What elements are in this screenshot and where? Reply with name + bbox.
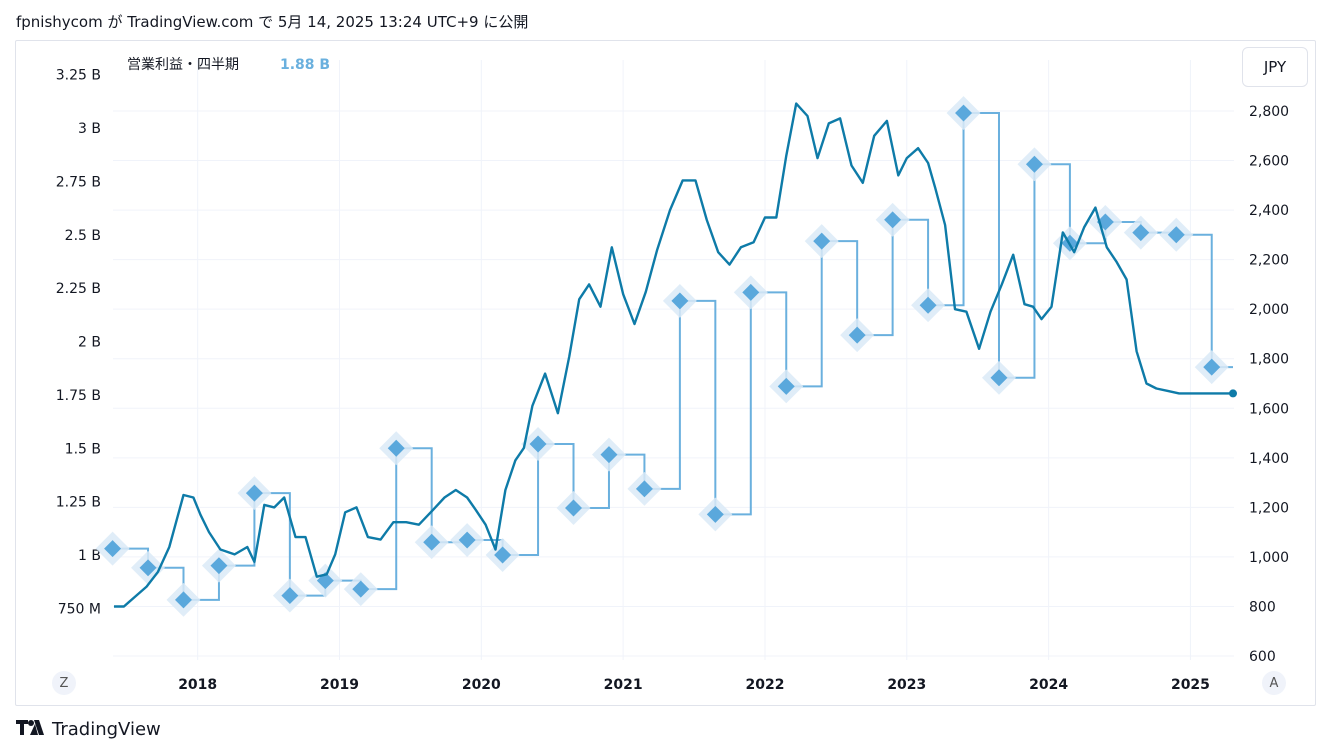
left-tick-label: 1.25 B xyxy=(56,495,101,511)
right-tick-label: 1,600 xyxy=(1249,401,1289,417)
earnings-marker xyxy=(450,523,485,558)
earnings-marker xyxy=(946,96,981,131)
left-tick-label: 750 M xyxy=(58,601,101,617)
x-tick-label: 2022 xyxy=(745,677,784,693)
x-tick-label: 2021 xyxy=(604,677,643,693)
zoom-button[interactable]: Z xyxy=(52,671,76,695)
left-tick-label: 1.75 B xyxy=(56,388,101,404)
right-axis: 600 800 1,000 1,200 1,400 1,600 1,800 2,000 2,20… xyxy=(1249,104,1289,665)
left-tick-label: 2.75 B xyxy=(56,174,101,190)
x-tick-label: 2025 xyxy=(1171,677,1210,693)
brand-name[interactable]: TradingView xyxy=(52,719,161,740)
right-tick-label: 2,400 xyxy=(1249,203,1289,219)
right-tick-label: 2,000 xyxy=(1249,302,1289,318)
earnings-marker xyxy=(840,318,875,353)
earnings-marker xyxy=(1123,215,1158,250)
footer: TradingView xyxy=(16,718,161,741)
earnings-series xyxy=(95,96,1233,617)
right-tick-label: 800 xyxy=(1249,599,1276,615)
right-tick-label: 2,600 xyxy=(1249,154,1289,170)
left-tick-label: 3.25 B xyxy=(56,68,101,84)
earnings-marker xyxy=(698,497,733,532)
earnings-marker xyxy=(485,538,520,572)
x-tick-label: 2023 xyxy=(887,677,926,693)
x-tick-label: 2018 xyxy=(178,677,217,693)
grid xyxy=(113,60,1234,660)
right-tick-label: 1,800 xyxy=(1249,352,1289,368)
right-tick-label: 1,400 xyxy=(1249,451,1289,467)
earnings-marker xyxy=(272,578,307,613)
earnings-marker xyxy=(627,471,662,506)
earnings-marker xyxy=(166,582,201,617)
left-tick-label: 2.5 B xyxy=(65,228,101,244)
x-tick-label: 2024 xyxy=(1029,677,1068,693)
earnings-marker xyxy=(379,431,414,466)
earnings-step-line xyxy=(113,112,1233,601)
publish-header: fpnishycom が TradingView.com で 5月 14, 20… xyxy=(16,13,529,31)
price-line xyxy=(114,102,1233,608)
tradingview-logo-icon[interactable] xyxy=(16,718,46,741)
currency-unit-button[interactable]: JPY xyxy=(1242,47,1308,87)
earnings-marker xyxy=(1194,350,1229,385)
left-axis: 750 M 1 B 1.25 B 1.5 B 1.75 B 2 B 2.25 B 2.5 B 2… xyxy=(56,68,101,618)
earnings-marker xyxy=(769,369,804,404)
price-last-point xyxy=(1229,389,1237,398)
legend: 営業利益・四半期 1.88 B xyxy=(127,57,330,73)
earnings-marker xyxy=(911,288,946,323)
earnings-marker xyxy=(556,491,591,526)
left-tick-label: 2.25 B xyxy=(56,281,101,297)
earnings-marker xyxy=(591,437,626,472)
earnings-marker xyxy=(414,525,449,560)
right-tick-label: 600 xyxy=(1249,649,1276,665)
earnings-marker xyxy=(343,572,378,607)
chart-frame xyxy=(15,40,1316,706)
left-tick-label: 1 B xyxy=(78,548,101,564)
earnings-marker xyxy=(662,283,697,318)
left-tick-label: 2 B xyxy=(78,335,101,351)
left-tick-label: 1.5 B xyxy=(65,441,101,457)
earnings-marker xyxy=(875,202,910,237)
x-tick-label: 2020 xyxy=(462,677,501,693)
right-tick-label: 1,000 xyxy=(1249,550,1289,566)
x-tick-label: 2019 xyxy=(320,677,359,693)
left-tick-label: 3 B xyxy=(78,121,101,137)
legend-label: 営業利益・四半期 xyxy=(127,57,239,73)
earnings-marker xyxy=(804,224,839,259)
right-tick-label: 2,800 xyxy=(1249,104,1289,120)
earnings-marker xyxy=(733,275,768,310)
right-tick-label: 1,200 xyxy=(1249,500,1289,516)
legend-value: 1.88 B xyxy=(280,57,330,73)
earnings-marker xyxy=(982,360,1016,395)
x-axis: 2018 2019 2020 2021 2022 2023 2024 2025 xyxy=(178,677,1210,693)
auto-scale-button[interactable]: A xyxy=(1262,671,1286,695)
price-series xyxy=(114,102,1237,608)
earnings-marker xyxy=(1159,217,1194,252)
earnings-marker xyxy=(1017,147,1052,182)
right-tick-label: 2,200 xyxy=(1249,253,1289,269)
